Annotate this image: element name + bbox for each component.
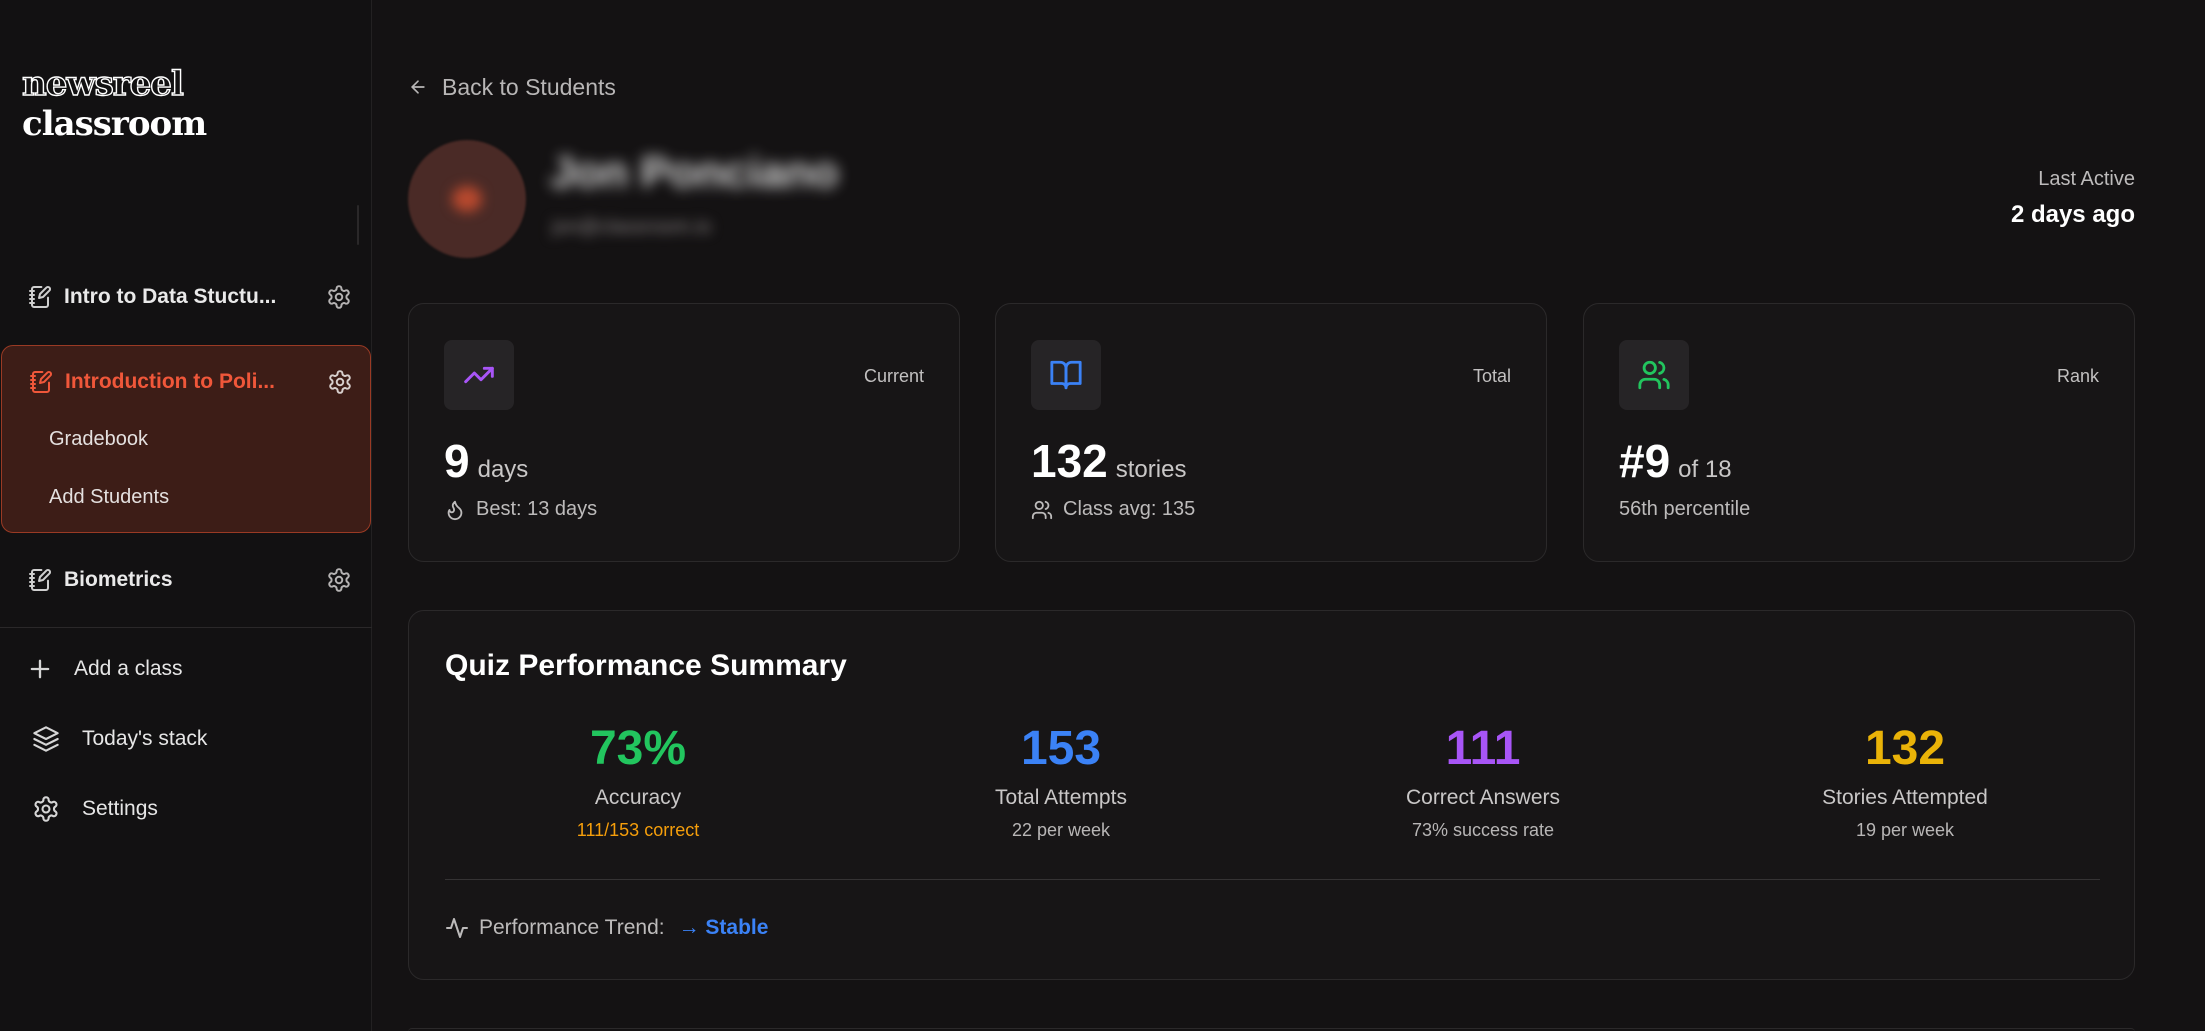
stat-icon-box [1031, 340, 1101, 410]
stat-tag: Current [863, 366, 924, 386]
metric-value: 111 [1445, 722, 1521, 775]
sidebar-class-label: Introduction to Poli... [65, 370, 275, 393]
trend-label: Performance Trend: [479, 916, 665, 939]
trend-value: → Stable [678, 916, 769, 939]
class-settings-gear-icon[interactable] [326, 284, 352, 310]
metric-stories-attempted: 132 Stories Attempted 19 per week [1745, 721, 2065, 841]
sidebar: newsreel classroom Intro to Data Stuctu.… [0, 0, 372, 1031]
stat-sub: 56th percentile [1619, 498, 1751, 520]
stat-tag: Rank [2056, 366, 2099, 386]
class-settings-gear-icon[interactable] [327, 369, 353, 395]
metric-label: Total Attempts [995, 786, 1127, 809]
metric-value: 153 [1020, 722, 1102, 775]
stat-unit: stories [1115, 456, 1187, 483]
metric-value: 73% [589, 722, 687, 775]
users-icon [1031, 500, 1053, 519]
last-active-value: 2 days ago [2010, 201, 2135, 228]
stat-unit: days [477, 456, 529, 483]
back-to-students-link[interactable]: Back to Students [408, 72, 616, 102]
stat-value: 132 stories [1031, 435, 1187, 487]
quiz-title: Quiz Performance Summary [445, 649, 847, 682]
sidebar-subitem-add-students[interactable]: Add Students [49, 486, 170, 508]
edit-note-icon [29, 286, 51, 308]
back-label: Back to Students [442, 73, 616, 100]
stat-unit: of 18 [1678, 456, 1732, 483]
student-email: jon@classroom.io [552, 216, 712, 238]
flame-icon [447, 500, 463, 520]
trending-up-icon [464, 366, 494, 384]
nav-label: Today's stack [82, 727, 208, 750]
sidebar-resize-handle[interactable] [357, 205, 359, 245]
sidebar-class-biometrics[interactable]: Biometrics [0, 550, 372, 610]
edit-note-icon [29, 569, 51, 591]
class-settings-gear-icon[interactable] [326, 567, 352, 593]
sidebar-class-intro-politics[interactable]: Introduction to Poli... [1, 352, 373, 412]
users-icon [1638, 360, 1670, 390]
stat-tag: Total [1472, 366, 1511, 386]
sidebar-class-intro-data-structures[interactable]: Intro to Data Stuctu... [0, 267, 372, 327]
quiz-performance-card: Quiz Performance Summary 73% Accuracy 11… [408, 610, 2135, 980]
plus-icon [30, 659, 50, 679]
sidebar-class-label: Biometrics [64, 568, 173, 591]
arrow-left-icon [411, 80, 425, 94]
performance-trend: Performance Trend: → Stable [445, 916, 768, 940]
nav-label: Add a class [74, 657, 183, 680]
metric-note: 111/153 correct [576, 820, 700, 840]
metric-value: 132 [1864, 722, 1946, 775]
activity-icon [446, 918, 468, 938]
stat-card-rank: Rank #9 of 18 56th percentile [1583, 303, 2135, 562]
student-name: Jon Ponciano [550, 148, 839, 197]
last-active: Last Active 2 days ago [2011, 168, 2135, 229]
quiz-divider [445, 879, 2100, 880]
stat-icon-box [444, 340, 514, 410]
metric-label: Accuracy [594, 786, 682, 809]
stat-card-streak: Current 9 days Best: 13 days [408, 303, 960, 562]
metric-note: 22 per week [1011, 820, 1111, 840]
stat-value: #9 of 18 [1619, 435, 1732, 487]
gear-icon [34, 796, 58, 822]
stat-value: 9 days [444, 435, 529, 487]
stat-sub: Best: 13 days [444, 498, 597, 521]
sidebar-class-label: Intro to Data Stuctu... [64, 285, 277, 308]
student-avatar [408, 140, 526, 258]
nav-todays-stack[interactable]: Today's stack [0, 714, 372, 764]
last-active-label: Last Active [2038, 168, 2135, 190]
nav-label: Settings [82, 797, 158, 820]
next-card-edge [408, 1028, 2135, 1031]
sidebar-divider [0, 627, 372, 628]
edit-note-icon [30, 371, 52, 393]
stat-icon-box [1619, 340, 1689, 410]
app-logo[interactable]: newsreel classroom [21, 63, 207, 144]
metric-correct-answers: 111 Correct Answers 73% success rate [1323, 721, 1643, 841]
metric-note: 73% success rate [1411, 820, 1555, 840]
metric-accuracy: 73% Accuracy 111/153 correct [478, 721, 798, 841]
stat-sub: Class avg: 135 [1031, 498, 1195, 521]
nav-add-class[interactable]: Add a class [0, 644, 372, 694]
layers-icon [33, 726, 59, 752]
nav-settings[interactable]: Settings [0, 784, 372, 834]
stat-card-stories: Total 132 stories Class avg: 135 [995, 303, 1547, 562]
sidebar-subitem-gradebook[interactable]: Gradebook [49, 428, 148, 450]
book-open-icon [1050, 360, 1082, 390]
metric-label: Stories Attempted [1822, 786, 1988, 809]
sidebar-class-active-group: Introduction to Poli... Gradebook Add St… [1, 345, 371, 533]
metric-label: Correct Answers [1405, 786, 1561, 809]
metric-total-attempts: 153 Total Attempts 22 per week [901, 721, 1221, 841]
metric-note: 19 per week [1855, 820, 1955, 840]
